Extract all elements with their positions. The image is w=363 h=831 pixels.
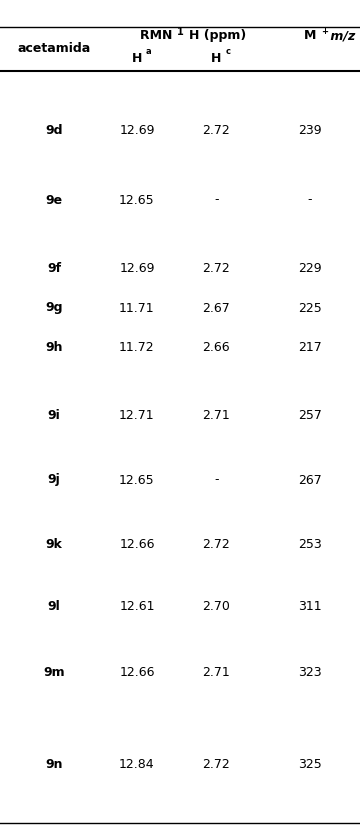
Text: 257: 257 (298, 409, 322, 421)
Text: 2.72: 2.72 (203, 124, 230, 136)
Text: 225: 225 (298, 302, 322, 314)
Text: 9l: 9l (48, 601, 61, 613)
Text: 9d: 9d (45, 124, 63, 136)
Text: 9n: 9n (45, 759, 63, 771)
Text: 9j: 9j (48, 474, 61, 486)
Text: M: M (304, 29, 316, 42)
Text: 12.69: 12.69 (119, 262, 155, 274)
Text: 12.65: 12.65 (119, 194, 155, 206)
Text: 2.72: 2.72 (203, 262, 230, 274)
Text: -: - (308, 194, 312, 206)
Text: 1: 1 (177, 27, 183, 37)
Text: 217: 217 (298, 342, 322, 355)
Text: 9i: 9i (48, 409, 61, 421)
Text: 12.61: 12.61 (119, 601, 155, 613)
Text: H (ppm): H (ppm) (189, 29, 246, 42)
Text: 267: 267 (298, 474, 322, 486)
Text: acetamida: acetamida (17, 42, 91, 55)
Text: 12.69: 12.69 (119, 124, 155, 136)
Text: 2.67: 2.67 (203, 302, 230, 314)
Text: 2.72: 2.72 (203, 538, 230, 552)
Text: 2.71: 2.71 (203, 666, 230, 678)
Text: 325: 325 (298, 759, 322, 771)
Text: -: - (214, 474, 219, 486)
Text: H: H (211, 52, 221, 66)
Text: -: - (214, 194, 219, 206)
Text: 11.71: 11.71 (119, 302, 155, 314)
Text: 12.71: 12.71 (119, 409, 155, 421)
Text: 2.66: 2.66 (203, 342, 230, 355)
Text: 9h: 9h (45, 342, 63, 355)
Text: 12.65: 12.65 (119, 474, 155, 486)
Text: 323: 323 (298, 666, 322, 678)
Text: +: + (321, 27, 328, 36)
Text: 9m: 9m (43, 666, 65, 678)
Text: H: H (132, 52, 142, 66)
Text: c: c (225, 47, 230, 56)
Text: 311: 311 (298, 601, 322, 613)
Text: 239: 239 (298, 124, 322, 136)
Text: 11.72: 11.72 (119, 342, 155, 355)
Text: 9f: 9f (47, 262, 61, 274)
Text: 253: 253 (298, 538, 322, 552)
Text: a: a (146, 47, 152, 56)
Text: m/z: m/z (326, 30, 355, 43)
Text: 12.66: 12.66 (119, 666, 155, 678)
Text: 12.66: 12.66 (119, 538, 155, 552)
Text: 9e: 9e (45, 194, 63, 206)
Text: 2.70: 2.70 (202, 601, 230, 613)
Text: 2.71: 2.71 (203, 409, 230, 421)
Text: 9k: 9k (46, 538, 62, 552)
Text: RMN: RMN (140, 29, 177, 42)
Text: 12.84: 12.84 (119, 759, 155, 771)
Text: 9g: 9g (45, 302, 63, 314)
Text: 2.72: 2.72 (203, 759, 230, 771)
Text: 229: 229 (298, 262, 322, 274)
